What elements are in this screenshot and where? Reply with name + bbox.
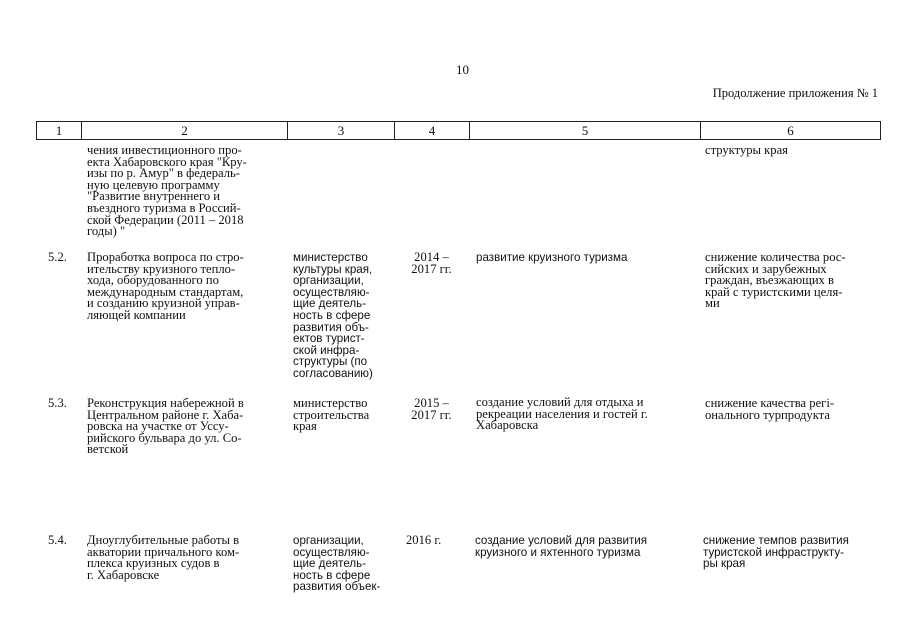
cell-line: культуры края, <box>293 262 373 276</box>
cell-line: структуры (по <box>293 355 368 369</box>
cell-line: граждан, въезжающих в <box>705 273 834 288</box>
cell-line: 2014 – <box>414 250 449 264</box>
cell-line: рийского бульвара до ул. Со- <box>87 430 242 445</box>
cell-line: структуры края <box>705 143 788 157</box>
cell-line: ную целевую программу <box>87 177 220 192</box>
cell-line: Дноуглубительные работы в <box>87 533 240 547</box>
cell-line: рекреации населения и гостей г. <box>476 406 648 421</box>
cell-period: 2014 –2017 гг. <box>394 250 469 276</box>
cell-line: ительству круизного тепло- <box>87 261 236 276</box>
cell-activity: Дноуглубительные работы в акватории прича… <box>87 533 240 582</box>
cell-line: чения инвестиционного про- <box>87 143 242 157</box>
cell-line: организации, <box>293 274 364 288</box>
cell-num: 5.3. <box>48 396 67 410</box>
cell-line: Центральном районе г. Хаба- <box>87 407 244 422</box>
cell-line: снижение количества рос- <box>705 250 846 264</box>
cell-line: екта Хабаровского края "Кру- <box>87 154 247 169</box>
cell-line: создание условий для развития <box>475 534 648 547</box>
cell-result: развитие круизного туризма <box>476 252 627 264</box>
cell-line: ектов турист- <box>293 332 365 346</box>
cell-line: ровска на участке от Уссу- <box>87 419 229 434</box>
cell-line: ми <box>705 296 720 311</box>
cell-line: снижение темпов развития <box>703 534 849 547</box>
cell-line: сийских и зарубежных <box>705 261 827 276</box>
cell-line: туристской инфраструкту- <box>703 545 844 559</box>
cell-line: ветской <box>87 442 129 457</box>
cell-line: Реконструкция набережной в <box>87 396 244 410</box>
cell-line: онального турпродукта <box>705 407 830 422</box>
column-header-6: 6 <box>700 121 881 140</box>
cell-num: 5.2. <box>48 250 67 264</box>
cell-line: 2017 гг. <box>411 261 452 276</box>
cell-line: Проработка вопроса по стро- <box>87 250 244 264</box>
cell-line: акватории причального ком- <box>87 544 240 559</box>
cell-period: 2015 –2017 гг. <box>394 396 469 422</box>
cell-executor: министерство строительства края <box>293 396 370 434</box>
cell-line: развития объ- <box>293 320 369 334</box>
cell-line: края <box>293 419 317 434</box>
column-header-5: 5 <box>469 121 700 140</box>
cell-consequence: снижение количества рос-сийских и зарубе… <box>705 250 846 311</box>
row-number: 5.4. <box>48 533 67 547</box>
cell-line: 2017 гг. <box>411 407 452 422</box>
cell-consequence: структуры края <box>705 143 788 157</box>
cell-line: международным стандартам, <box>87 284 244 299</box>
cell-line: щие деятель- <box>293 557 367 571</box>
cell-line: край с туристскими целя- <box>705 284 843 299</box>
cell-line: осуществляю- <box>293 545 370 559</box>
cell-line: Хабаровска <box>476 418 539 433</box>
column-header-1: 1 <box>36 121 81 140</box>
cell-line: "Развитие внутреннего и <box>87 189 221 204</box>
cell-line: 2015 – <box>414 396 449 410</box>
cell-line: ры края <box>703 557 746 571</box>
cell-line: г. Хабаровске <box>87 567 160 582</box>
cell-line: изы по р. Амур" в федераль- <box>87 166 240 181</box>
cell-activity: чения инвестиционного про-екта Хабаровск… <box>87 143 247 239</box>
cell-line: ской инфра- <box>293 343 360 357</box>
cell-num: 5.4. <box>48 533 67 547</box>
cell-line: въездного туризма в Россий- <box>87 200 241 215</box>
cell-line: создание условий для отдыха и <box>476 395 644 409</box>
cell-line: организации, <box>293 534 364 547</box>
cell-line: круизного и яхтенного туризма <box>475 545 641 559</box>
cell-line: ность в сфере <box>293 308 371 322</box>
cell-line: снижение качества регi- <box>705 396 835 410</box>
cell-line: ляющей компании <box>87 307 186 322</box>
cell-line: строительства <box>293 407 370 422</box>
cell-executor: организации, осуществляю-щие деятель-ност… <box>293 535 380 593</box>
cell-line: плекса круизных судов в <box>87 556 220 571</box>
cell-consequence: снижение качества регi-онального турпрод… <box>705 396 835 422</box>
row-number: 5.3. <box>48 396 67 410</box>
cell-result: создание условий для развития круизного и… <box>475 535 647 558</box>
cell-result: создание условий для отдыха и рекреации н… <box>476 395 648 433</box>
column-header-3: 3 <box>287 121 394 140</box>
cell-line: министерство <box>293 251 368 264</box>
cell-consequence: снижение темпов развития туристской инфра… <box>703 535 849 570</box>
cell-period: 2016 г. <box>406 533 442 547</box>
cell-executor: министерство культуры края, организации, ос… <box>293 252 373 380</box>
cell-line: развитие круизного туризма <box>476 251 628 264</box>
column-header-2: 2 <box>81 121 287 140</box>
cell-line: осуществляю- <box>293 285 370 299</box>
page-number: 10 <box>456 62 469 77</box>
cell-line: ской Федерации (2011 – 2018 <box>87 212 244 227</box>
cell-activity: Проработка вопроса по стро-ительству кру… <box>87 250 244 322</box>
cell-line: министерство <box>293 396 368 410</box>
cell-line: и созданию круизной управ- <box>87 296 240 311</box>
cell-activity: Реконструкция набережной в Центральном ра… <box>87 396 244 457</box>
continuation-label: Продолжение приложения № 1 <box>712 86 878 100</box>
cell-line: развития объек- <box>293 580 381 594</box>
cell-line: 2016 г. <box>406 533 442 547</box>
cell-line: хода, оборудованного по <box>87 273 219 288</box>
cell-line: согласованию) <box>293 366 373 380</box>
row-number: 5.2. <box>48 250 67 264</box>
column-header-4: 4 <box>394 121 469 140</box>
cell-line: ность в сфере <box>293 568 371 582</box>
cell-line: щие деятель- <box>293 297 367 311</box>
cell-line: годы) " <box>87 224 126 239</box>
